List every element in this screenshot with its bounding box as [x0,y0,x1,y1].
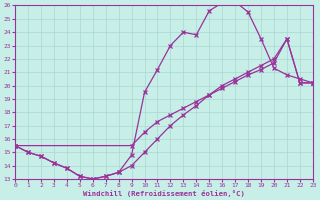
X-axis label: Windchill (Refroidissement éolien,°C): Windchill (Refroidissement éolien,°C) [83,190,245,197]
